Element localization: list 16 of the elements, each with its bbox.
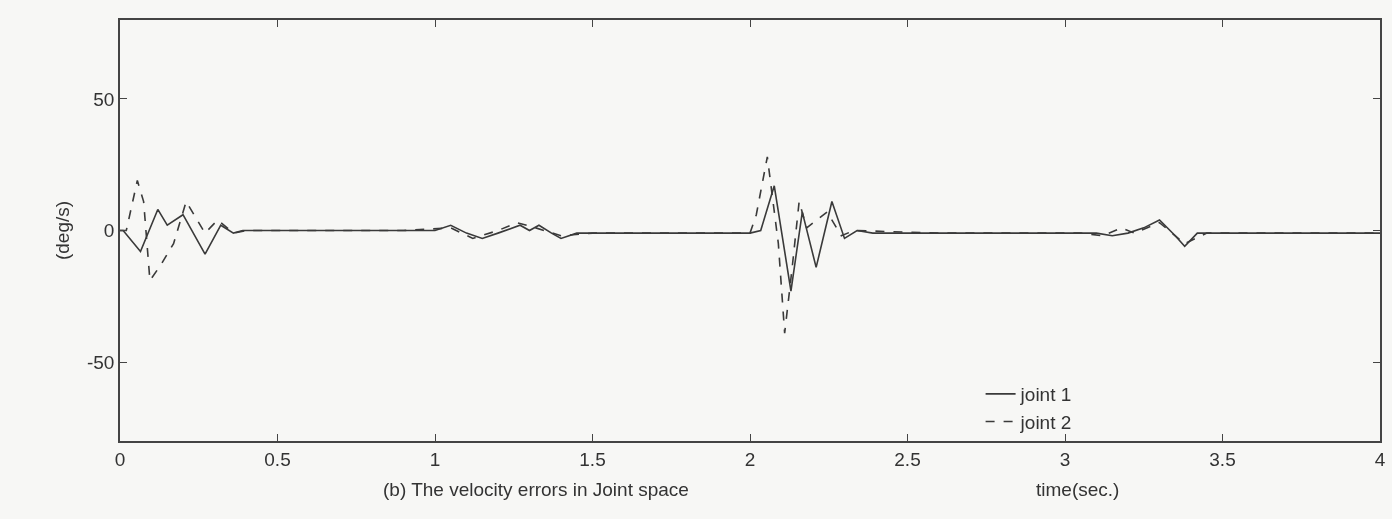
x-tick-label: 3.5 bbox=[1209, 448, 1236, 470]
legend-label: joint 2 bbox=[1019, 411, 1072, 433]
x-tick-label: 3 bbox=[1059, 448, 1071, 470]
x-tick-label: 4 bbox=[1374, 448, 1386, 470]
y-tick-label: 50 bbox=[93, 88, 115, 110]
x-tick-label: 0.5 bbox=[264, 448, 291, 470]
legend-label: joint 1 bbox=[1019, 384, 1072, 406]
x-tick-label: 1.5 bbox=[579, 448, 606, 470]
x-tick-label: 2 bbox=[744, 448, 756, 470]
x-tick-label: 2.5 bbox=[894, 448, 921, 470]
y-tick-label: 0 bbox=[103, 220, 115, 242]
text: (b) The velocity errors in Joint space bbox=[383, 479, 689, 500]
y-tick-label: -50 bbox=[86, 351, 115, 373]
y-axis-title: (deg/s) bbox=[52, 200, 74, 261]
x-axis-title: time(sec.) bbox=[1036, 479, 1120, 500]
x-tick-label: 1 bbox=[429, 448, 441, 470]
